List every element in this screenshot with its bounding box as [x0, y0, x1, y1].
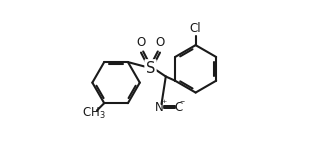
Text: C: C — [174, 101, 182, 114]
Text: $^-$: $^-$ — [178, 98, 186, 107]
Text: Cl: Cl — [190, 22, 201, 35]
Text: O: O — [136, 36, 145, 49]
Text: N: N — [155, 101, 164, 114]
Text: S: S — [146, 61, 155, 76]
Text: CH$_3$: CH$_3$ — [82, 106, 106, 121]
Text: $^+$: $^+$ — [160, 98, 167, 107]
Text: O: O — [156, 36, 165, 49]
